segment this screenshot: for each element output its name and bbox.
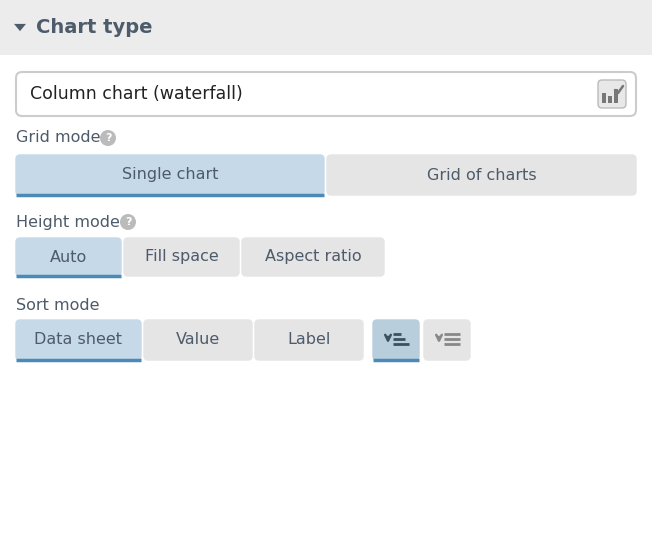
FancyBboxPatch shape bbox=[327, 155, 636, 195]
Text: Data sheet: Data sheet bbox=[35, 332, 123, 348]
FancyBboxPatch shape bbox=[16, 238, 121, 276]
Text: Chart type: Chart type bbox=[36, 18, 153, 37]
Text: ?: ? bbox=[125, 217, 131, 227]
FancyBboxPatch shape bbox=[424, 320, 470, 360]
FancyBboxPatch shape bbox=[16, 155, 324, 195]
FancyBboxPatch shape bbox=[16, 320, 141, 360]
Text: Grid of charts: Grid of charts bbox=[426, 168, 537, 182]
Text: Grid mode: Grid mode bbox=[16, 131, 100, 145]
Bar bbox=[0, 0, 652, 55]
Text: Single chart: Single chart bbox=[122, 168, 218, 182]
FancyBboxPatch shape bbox=[242, 238, 384, 276]
FancyBboxPatch shape bbox=[373, 320, 419, 360]
Circle shape bbox=[120, 214, 136, 230]
Text: Label: Label bbox=[288, 332, 331, 348]
Bar bbox=[602, 93, 606, 103]
Text: Aspect ratio: Aspect ratio bbox=[265, 250, 361, 264]
FancyBboxPatch shape bbox=[255, 320, 363, 360]
Circle shape bbox=[100, 130, 116, 146]
Polygon shape bbox=[14, 24, 26, 31]
FancyBboxPatch shape bbox=[144, 320, 252, 360]
FancyBboxPatch shape bbox=[16, 72, 636, 116]
Text: Auto: Auto bbox=[50, 250, 87, 264]
Text: Value: Value bbox=[176, 332, 220, 348]
Bar bbox=[614, 89, 618, 103]
Text: Fill space: Fill space bbox=[145, 250, 218, 264]
Text: Column chart (waterfall): Column chart (waterfall) bbox=[30, 85, 243, 103]
Text: Sort mode: Sort mode bbox=[16, 298, 100, 312]
Bar bbox=[608, 96, 612, 103]
Text: Height mode: Height mode bbox=[16, 214, 120, 230]
FancyBboxPatch shape bbox=[598, 80, 626, 108]
FancyBboxPatch shape bbox=[124, 238, 239, 276]
Text: ?: ? bbox=[105, 133, 111, 143]
